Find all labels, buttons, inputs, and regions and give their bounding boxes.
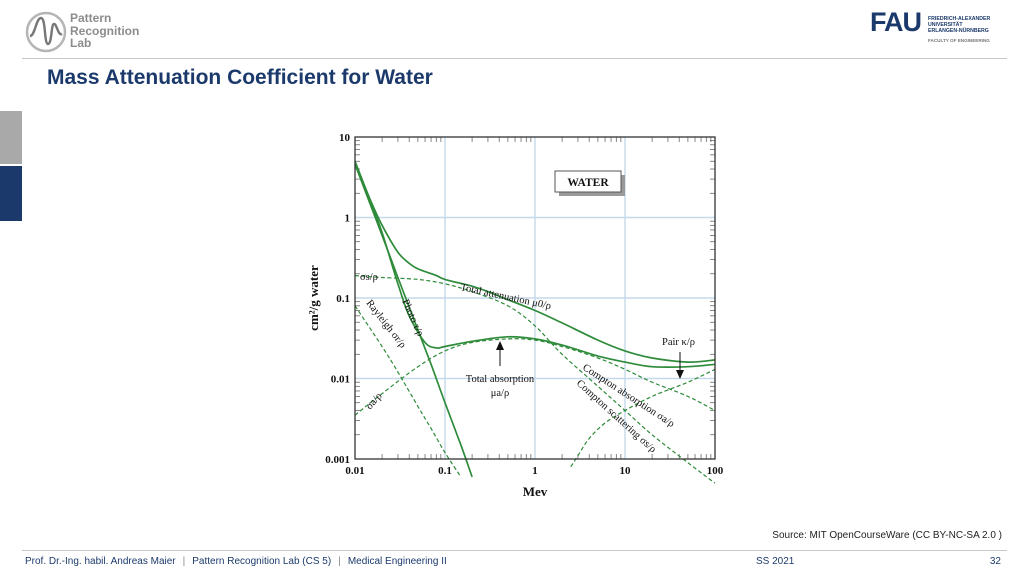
curve-compton-scattering [354,275,716,484]
total-absorption-label: Total absorption [466,374,535,385]
chart-curves [354,160,716,484]
x-tick-label: 1 [532,465,538,477]
y-tick-label: 0.001 [325,454,350,466]
lab-logo-line: Pattern [70,11,112,25]
lab-logo-icon [25,11,67,53]
footer-semester: SS 2021 [756,556,795,567]
water-box-label: WATER [567,177,609,189]
curve-total-absorption [354,161,716,369]
fau-logo-line: ERLANGEN-NÜRNBERG [928,27,989,34]
y-tick-label: 0.1 [336,293,350,305]
photo-label: Photo τ/ρ [399,298,425,339]
pair-label: Pair κ/ρ [662,337,695,348]
curve-photo- [354,163,473,478]
x-tick-label: 0.01 [345,465,364,477]
y-tick-label: 10 [339,132,351,144]
total-absorption-arrowhead [496,341,504,350]
side-marker-grey [0,111,22,164]
side-marker-blue [0,166,22,221]
source-credit: Source: MIT OpenCourseWare (CC BY-NC-SA … [772,530,1002,541]
x-tick-label: 0.1 [438,465,452,477]
compton-scatter-left-label: σs/ρ [360,272,378,283]
fau-logo-line: UNIVERSITÄT [928,21,963,28]
curve-total-attenuation [354,160,716,363]
water-box [554,170,622,193]
header-divider [22,58,1007,59]
x-axis-label: Mev [523,484,548,499]
lab-logo-line: Lab [70,36,92,50]
lab-logo-line: Recognition [70,23,140,38]
fau-logo: FAU FRIEDRICH-ALEXANDER UNIVERSITÄT ERLA… [870,8,1005,48]
footer-divider [22,550,1007,551]
footer-lab: Pattern Recognition Lab (CS 5) [192,556,332,567]
footer-separator: | [338,556,341,567]
pair-arrowhead [676,370,684,379]
footer-author: Prof. Dr.-Ing. habil. Andreas Maier [25,556,176,567]
curve-compton-absorption [354,338,716,416]
fau-logo-line: FRIEDRICH-ALEXANDER [928,16,991,22]
plot-frame [354,136,716,460]
x-tick-label: 100 [707,465,724,477]
y-tick-label: 1 [345,213,351,225]
footer: Prof. Dr.-Ing. habil. Andreas Maier | Patt… [25,556,447,567]
total-attenuation-label: Total attenuation μ0/ρ [459,282,552,312]
total-absorption-symbol: μa/ρ [491,388,509,399]
curve-rayleigh-r [354,305,462,478]
slide-title: Mass Attenuation Coefficient for Water [47,66,433,89]
fau-logo-lines: FRIEDRICH-ALEXANDER UNIVERSITÄT ERLANGEN… [928,16,991,34]
fau-faculty-label: FACULTY OF ENGINEERING [928,38,990,43]
fau-logo-word: FAU [870,7,922,37]
x-tick-label: 10 [620,465,632,477]
curve-pair- [570,368,716,468]
pattern-recognition-lab-logo: Pattern Recognition Lab [24,10,164,54]
lab-logo-text: Pattern Recognition Lab [70,12,139,50]
y-tick-label: 0.01 [331,374,350,386]
footer-separator: | [182,556,186,567]
footer-course: Medical Engineering II [347,556,447,567]
y-axis-label: cm²/g water [306,265,321,331]
page-number: 32 [989,556,1001,567]
